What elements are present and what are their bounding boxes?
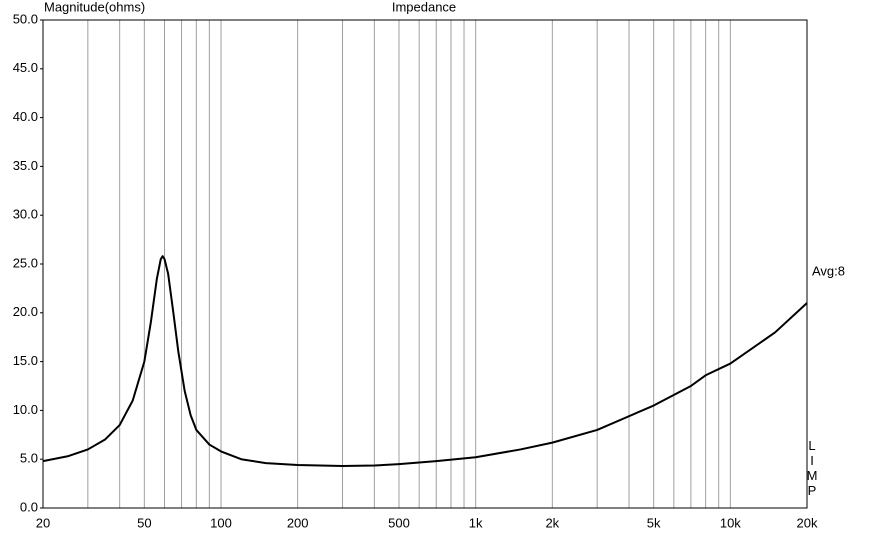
y-tick-label: 35.0 xyxy=(13,158,38,173)
y-tick-label: 45.0 xyxy=(13,60,38,75)
x-tick-label: 100 xyxy=(210,515,232,530)
x-tick-label: 20 xyxy=(36,515,50,530)
y-tick-label: 15.0 xyxy=(13,353,38,368)
y-tick-label: 30.0 xyxy=(13,207,38,222)
x-tick-label: 50 xyxy=(137,515,151,530)
impedance-line xyxy=(42,255,808,468)
y-tick-label: 5.0 xyxy=(20,451,38,466)
y-tick-label: 10.0 xyxy=(13,402,38,417)
chart-title: Impedance xyxy=(392,0,456,14)
y-tick-label: 0.0 xyxy=(20,499,38,514)
annotation: Avg:8 xyxy=(812,263,845,278)
x-tick-label: 10k xyxy=(720,515,741,530)
x-tick-label: 2k xyxy=(545,515,559,530)
y-axis-label: Magnitude(ohms) xyxy=(44,0,145,14)
y-tick-label: 20.0 xyxy=(13,304,38,319)
y-tick-label: 50.0 xyxy=(13,11,38,26)
x-tick-label: 5k xyxy=(647,515,661,530)
x-tick-label: 20k xyxy=(797,515,818,530)
x-tick-label: 200 xyxy=(287,515,309,530)
side-label: LIMP xyxy=(805,438,820,498)
x-tick-label: 500 xyxy=(388,515,410,530)
y-tick-label: 25.0 xyxy=(13,255,38,270)
x-tick-label: 1k xyxy=(469,515,483,530)
y-tick-label: 40.0 xyxy=(13,109,38,124)
plot-frame xyxy=(42,19,808,509)
